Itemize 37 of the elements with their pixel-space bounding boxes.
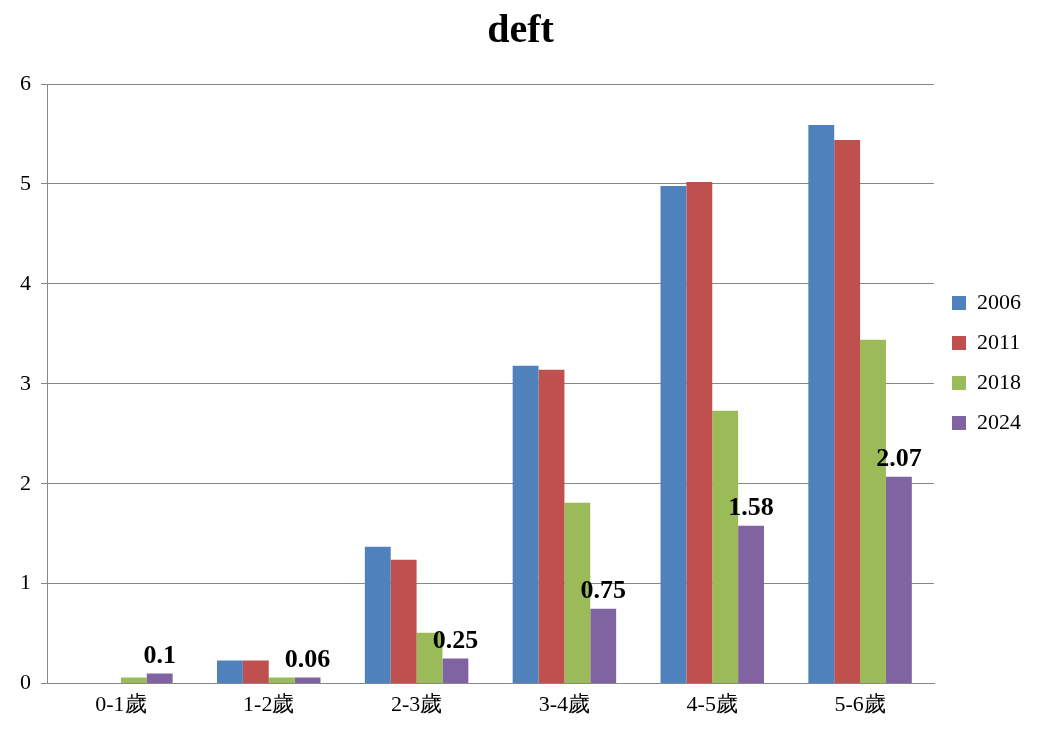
bar xyxy=(738,525,764,684)
x-tick-label: 5-6歲 xyxy=(834,690,886,716)
bar xyxy=(834,139,861,684)
y-tick-label: 2 xyxy=(20,469,31,495)
bar xyxy=(808,124,835,684)
y-tick-label: 3 xyxy=(20,369,31,395)
bar xyxy=(364,546,391,684)
legend-label: 2018 xyxy=(977,368,1021,394)
x-tick-label: 2-3歲 xyxy=(390,690,443,716)
y-tick-label: 0 xyxy=(20,669,31,695)
data-label: 0.1 xyxy=(143,640,176,670)
bar xyxy=(217,660,243,684)
bar xyxy=(512,365,539,684)
x-tick-label: 0-1歲 xyxy=(95,690,147,716)
legend-label: 2011 xyxy=(977,328,1021,354)
bar xyxy=(686,181,713,684)
bar xyxy=(120,677,147,684)
bar xyxy=(268,677,295,684)
y-tick-label: 5 xyxy=(20,169,31,195)
data-label: 0.06 xyxy=(284,644,331,674)
bar xyxy=(538,369,565,684)
y-tick-label: 4 xyxy=(20,269,31,295)
chart-title: deft xyxy=(487,6,555,52)
bar xyxy=(885,476,912,684)
x-tick-label: 1-2歲 xyxy=(243,690,295,716)
bar xyxy=(146,673,173,684)
y-tick-label: 1 xyxy=(20,569,31,595)
bar xyxy=(242,660,269,684)
y-tick-label: 6 xyxy=(20,69,31,95)
legend-label: 2006 xyxy=(977,288,1021,314)
bar xyxy=(442,658,469,684)
bar xyxy=(390,559,417,684)
x-tick-label: 4-5歲 xyxy=(686,690,738,716)
x-tick-label: 3-4歲 xyxy=(538,690,591,716)
bar xyxy=(660,185,687,684)
legend-label: 2024 xyxy=(977,408,1021,434)
bar xyxy=(590,608,617,684)
